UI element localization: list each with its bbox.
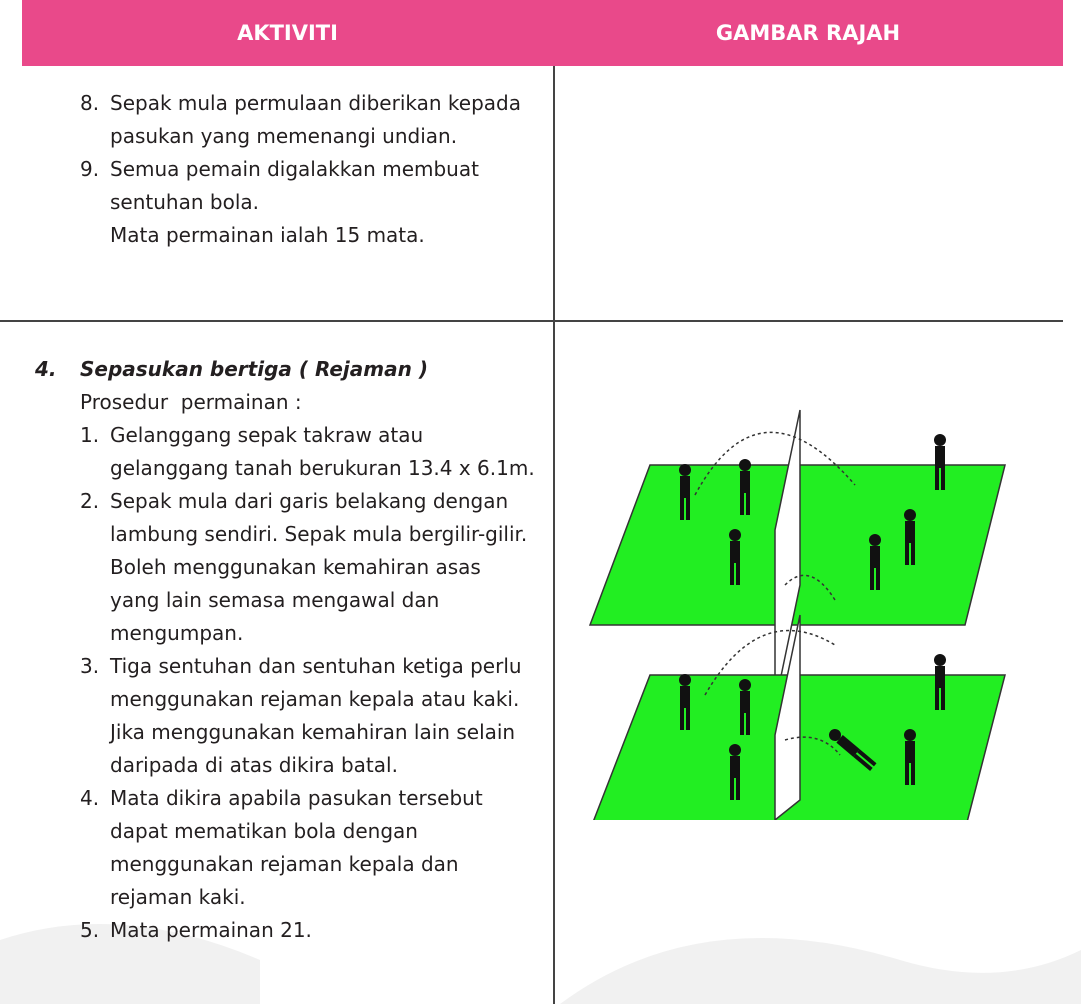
list-item: 3. Tiga sentuhan dan sentuhan ketiga perl… <box>80 650 535 782</box>
section-title: 4. Sepasukan bertiga ( Rejaman ) <box>35 353 535 386</box>
list-item: 8. Sepak mula permulaan diberikan kepada … <box>80 87 530 153</box>
item-text: Mata dikira apabila pasukan tersebut dap… <box>110 786 483 909</box>
list: 1. Gelanggang sepak takraw atau gelanggan… <box>35 419 535 947</box>
subtitle: Prosedur permainan : <box>80 390 302 414</box>
note: Mata permainan ialah 15 mata. <box>110 223 425 247</box>
court-bottom <box>593 614 1006 820</box>
row-divider <box>0 320 1063 322</box>
item-number: 9. <box>80 157 100 181</box>
row-1: 8. Sepak mula permulaan diberikan kepada … <box>80 87 530 252</box>
diagram <box>588 409 1006 820</box>
list-item: 5. Mata permainan 21. <box>80 914 535 947</box>
list-item: 1. Gelanggang sepak takraw atau gelanggan… <box>80 419 535 485</box>
item-number: 3. <box>80 654 100 678</box>
section-number: 4. <box>35 357 57 381</box>
item-text: Sepak mula dari garis belakang dengan la… <box>110 489 528 645</box>
column-divider <box>553 66 555 1004</box>
list-item: 9. Semua pemain digalakkan membuat sentuh… <box>80 153 530 219</box>
column-header: AKTIVITI <box>237 21 338 45</box>
list-item: 4. Mata dikira apabila pasukan tersebut d… <box>80 782 535 914</box>
item-text: Sepak mula permulaan diberikan kepada pa… <box>110 91 521 148</box>
item-text: Mata permainan 21. <box>110 918 312 942</box>
players <box>679 434 946 800</box>
header: AKTIVITI GAMBAR RAJAH <box>22 0 1063 66</box>
item-number: 8. <box>80 91 100 115</box>
item-text: Gelanggang sepak takraw atau gelanggang … <box>110 423 535 480</box>
list-item: 2. Sepak mula dari garis belakang dengan … <box>80 485 535 650</box>
item-number: 4. <box>80 786 100 810</box>
item-number: 1. <box>80 423 100 447</box>
section-title-text: Sepasukan bertiga ( Rejaman ) <box>80 357 428 381</box>
item-number: 5. <box>80 918 100 942</box>
column-header: GAMBAR RAJAH <box>715 21 901 45</box>
item-text: Tiga sentuhan dan sentuhan ketiga perlu … <box>110 654 522 777</box>
item-number: 2. <box>80 489 100 513</box>
row-2: 4. Sepasukan bertiga ( Rejaman ) Prosedur… <box>35 353 535 947</box>
item-text: Semua pemain digalakkan membuat sentuhan… <box>110 157 479 214</box>
